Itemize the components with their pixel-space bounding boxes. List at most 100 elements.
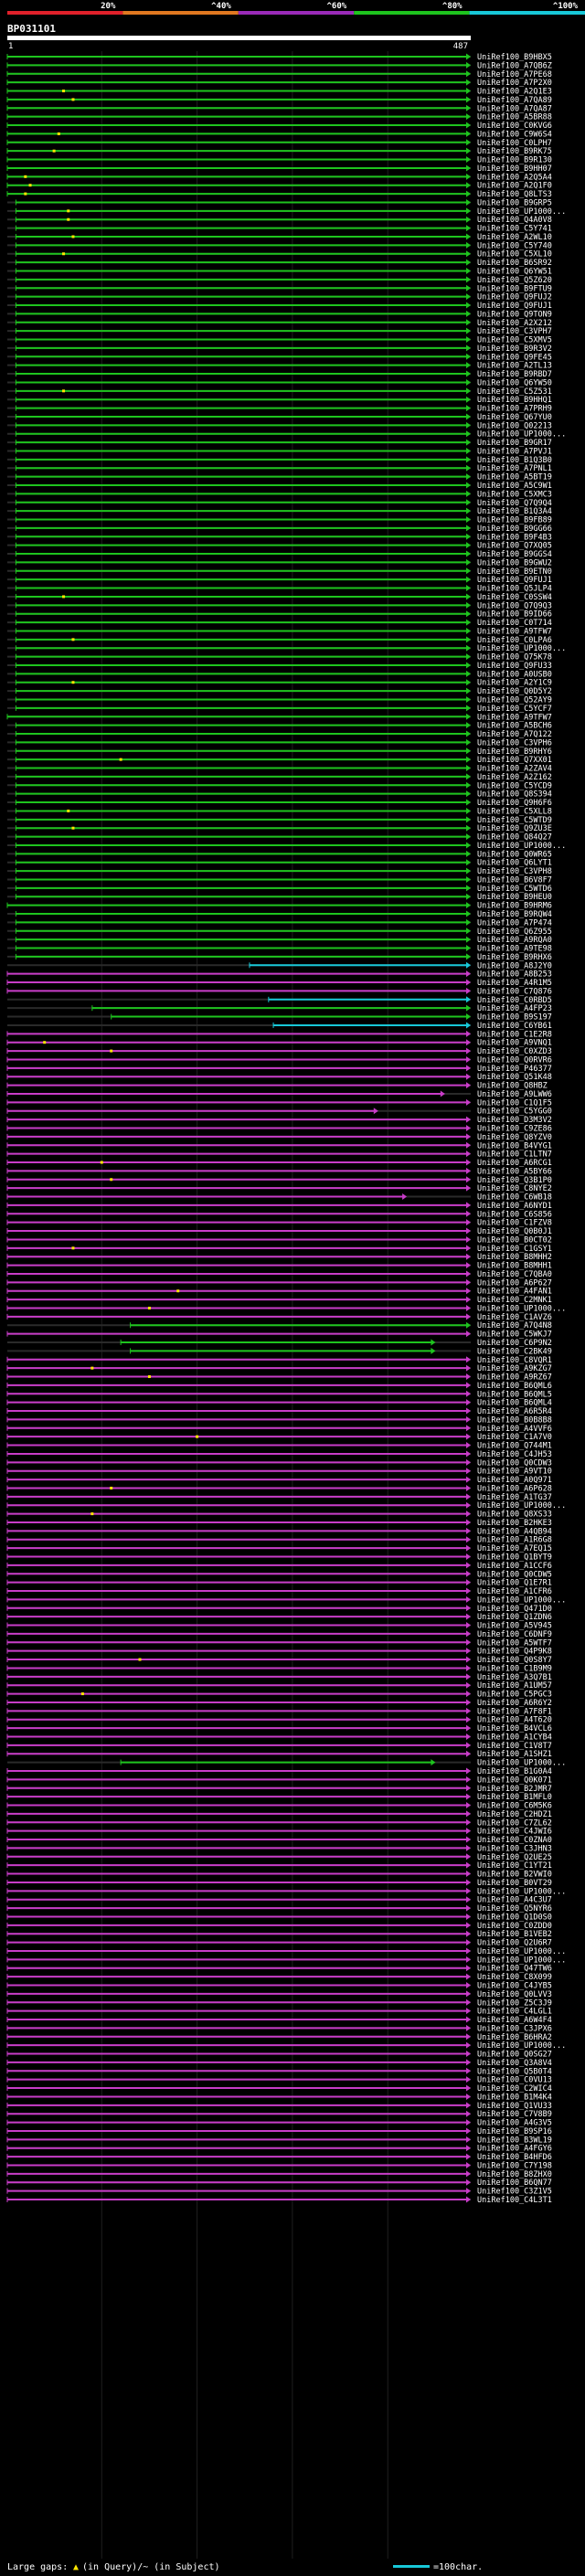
hit-row[interactable]: UniRef100_A0Q971 [6,1476,552,1485]
hit-row[interactable]: UniRef100_A6R5R4 [6,1407,552,1416]
hit-row[interactable]: UniRef100_C1GSY1 [6,1245,552,1254]
hit-label[interactable]: UniRef100_Q0S8Y7 [477,1656,552,1665]
hit-row[interactable]: UniRef100_A7P2X0 [6,79,552,88]
hit-row[interactable]: UniRef100_C0ZNA0 [6,1836,552,1845]
hit-label[interactable]: UniRef100_Q9ZU3E [477,824,552,833]
hit-row[interactable]: UniRef100_B9FTU9 [7,284,552,293]
hit-row[interactable]: UniRef100_Q7XQ05 [7,542,552,551]
hit-label[interactable]: UniRef100_C3VPH8 [477,867,552,876]
hit-label[interactable]: UniRef100_Q1ZDN6 [477,1613,552,1622]
hit-row[interactable]: UniRef100_Q0CDW3 [6,1458,552,1468]
hit-row[interactable]: UniRef100_P46377 [6,1065,552,1074]
hit-row[interactable]: UniRef100_A7F8F1 [6,1707,552,1716]
hit-row[interactable]: UniRef100_B9GGS4 [7,550,552,559]
hit-row[interactable]: UniRef100_Q0K071 [6,1776,552,1785]
hit-row[interactable]: UniRef100_C2BK49 [7,1347,552,1356]
hit-label[interactable]: UniRef100_UP1000... [477,430,566,440]
hit-label[interactable]: UniRef100_Q3B1P0 [477,1176,552,1185]
hit-row[interactable]: UniRef100_B3WL19 [6,2136,552,2145]
hit-row[interactable]: UniRef100_B9GR17 [7,439,552,448]
hit-row[interactable]: UniRef100_Q5B0T4 [6,2067,552,2076]
hit-row[interactable]: UniRef100_Q52AY9 [7,696,552,705]
hit-label[interactable]: UniRef100_A1CYB4 [477,1733,552,1742]
hit-row[interactable]: UniRef100_A6W4F4 [6,2016,552,2025]
hit-label[interactable]: UniRef100_A4T620 [477,1716,552,1725]
hit-label[interactable]: UniRef100_B0VT29 [477,1879,552,1888]
hit-label[interactable]: UniRef100_A1SHZ1 [477,1750,552,1759]
hit-row[interactable]: UniRef100_A9RZ67 [6,1373,552,1383]
hit-row[interactable]: UniRef100_B9S197 [7,1013,552,1023]
hit-label[interactable]: UniRef100_C6WB18 [477,1193,552,1203]
hit-row[interactable]: UniRef100_Q1D0S0 [6,1913,552,1922]
hit-label[interactable]: UniRef100_Q7XQ05 [477,542,552,551]
hit-row[interactable]: UniRef100_A7Q4N8 [7,1321,552,1330]
hit-label[interactable]: UniRef100_A5BT19 [477,473,552,482]
hit-label[interactable]: UniRef100_A7PRH9 [477,405,552,414]
hit-row[interactable]: UniRef100_Q1E7R1 [6,1579,552,1588]
hit-label[interactable]: UniRef100_B8ZHX0 [477,2170,552,2179]
hit-label[interactable]: UniRef100_B2HKE3 [477,1519,552,1528]
hit-row[interactable]: UniRef100_A7Q122 [7,730,552,739]
hit-row[interactable]: UniRef100_Q9FU33 [7,662,552,671]
hit-row[interactable]: UniRef100_C5PGC3 [6,1691,552,1700]
hit-label[interactable]: UniRef100_A6P628 [477,1484,552,1493]
hit-row[interactable]: UniRef100_C1V8T7 [6,1742,552,1751]
hit-row[interactable]: UniRef100_A9TFW7 [7,627,552,636]
hit-label[interactable]: UniRef100_A9TFW7 [477,627,552,636]
hit-label[interactable]: UniRef100_B1G0A4 [477,1767,552,1776]
hit-row[interactable]: UniRef100_A4FAN1 [6,1288,552,1297]
hit-label[interactable]: UniRef100_Q744M1 [477,1442,552,1451]
hit-row[interactable]: UniRef100_C5Y741 [7,225,552,234]
hit-row[interactable]: UniRef100_D3M3V2 [6,1116,552,1125]
hit-row[interactable]: UniRef100_C8VQR1 [6,1356,552,1365]
hit-row[interactable]: UniRef100_B9F4B3 [7,533,552,542]
hit-label[interactable]: UniRef100_B9GGS4 [477,550,552,559]
hit-label[interactable]: UniRef100_A5C9W1 [477,482,552,491]
hit-label[interactable]: UniRef100_P46377 [477,1065,552,1074]
hit-label[interactable]: UniRef100_Q2U6R7 [477,1939,552,1948]
hit-row[interactable]: UniRef100_A2Z162 [7,773,552,782]
hit-label[interactable]: UniRef100_A6P627 [477,1278,552,1288]
hit-row[interactable]: UniRef100_Q7Q9Q4 [7,499,552,508]
hit-row[interactable]: UniRef100_Q9H6F6 [7,799,552,808]
hit-row[interactable]: UniRef100_B9ID66 [7,610,552,620]
hit-label[interactable]: UniRef100_B6V8F7 [477,875,552,885]
hit-row[interactable]: UniRef100_Q67YU0 [7,413,552,422]
hit-row[interactable]: UniRef100_B9GWU2 [7,558,552,567]
hit-row[interactable]: UniRef100_Q0D5Y2 [7,687,552,696]
hit-label[interactable]: UniRef100_UP1000... [477,1759,566,1768]
hit-label[interactable]: UniRef100_Q9FUJ1 [477,302,552,311]
hit-label[interactable]: UniRef100_A7QA87 [477,104,552,113]
hit-row[interactable]: UniRef100_A7QA89 [6,96,552,105]
hit-row[interactable]: UniRef100_C4JYB5 [6,1982,552,1991]
hit-label[interactable]: UniRef100_C4JWI6 [477,1828,552,1837]
hit-row[interactable]: UniRef100_A4FGY6 [6,2145,552,2154]
hit-label[interactable]: UniRef100_A6NYD1 [477,1202,552,1211]
hit-label[interactable]: UniRef100_C8X099 [477,1973,552,1982]
hit-row[interactable]: UniRef100_C4LGL1 [6,2008,552,2017]
hit-label[interactable]: UniRef100_A2ZAV4 [477,765,552,774]
hit-label[interactable]: UniRef100_A7F8F1 [477,1707,552,1716]
hit-label[interactable]: UniRef100_UP1000... [477,1947,566,1956]
hit-label[interactable]: UniRef100_Q4A0V8 [477,216,552,225]
hit-row[interactable]: UniRef100_A4G3V5 [6,2119,552,2128]
hit-row[interactable]: UniRef100_C5Y740 [7,241,552,250]
hit-row[interactable]: UniRef100_B6QML6 [6,1382,552,1391]
hit-label[interactable]: UniRef100_B9HHQ1 [477,396,552,405]
hit-row[interactable]: UniRef100_Q9ZU3E [7,824,552,833]
hit-label[interactable]: UniRef100_B0CT02 [477,1235,552,1245]
hit-label[interactable]: UniRef100_A4FP23 [477,1004,552,1013]
hit-label[interactable]: UniRef100_C3JHN3 [477,1844,552,1853]
hit-label[interactable]: UniRef100_C8VQR1 [477,1356,552,1365]
hit-label[interactable]: UniRef100_Q0K071 [477,1776,552,1785]
hit-row[interactable]: UniRef100_A7PRH9 [7,405,552,414]
hit-label[interactable]: UniRef100_C0LPH7 [477,139,552,148]
hit-label[interactable]: UniRef100_A2Q1E3 [477,88,552,97]
hit-row[interactable]: UniRef100_C7Q876 [6,987,552,996]
hit-row[interactable]: UniRef100_C8X099 [6,1973,552,1982]
hit-row[interactable]: UniRef100_A5BCH6 [7,722,552,731]
hit-label[interactable]: UniRef100_Q1BYT9 [477,1553,552,1563]
hit-label[interactable]: UniRef100_A2Q1F0 [477,182,552,191]
hit-label[interactable]: UniRef100_Q7XX01 [477,756,552,765]
hit-row[interactable]: UniRef100_Q0CDW5 [6,1570,552,1579]
